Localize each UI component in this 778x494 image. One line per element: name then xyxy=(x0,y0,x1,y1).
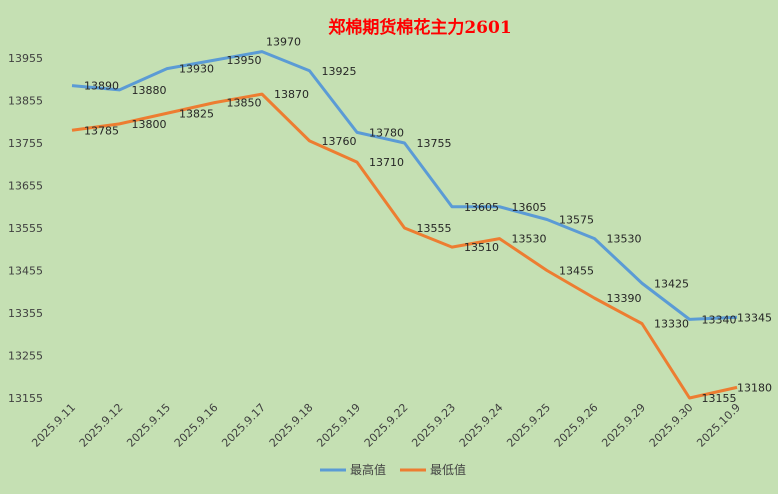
data-label: 13825 xyxy=(179,107,214,120)
data-label: 13785 xyxy=(84,124,119,137)
data-label: 13555 xyxy=(417,222,452,235)
y-tick-label: 13655 xyxy=(8,180,43,193)
x-tick-label: 2025.9.18 xyxy=(267,401,316,450)
data-label: 13530 xyxy=(512,233,547,246)
data-label: 13880 xyxy=(132,84,167,97)
data-label: 13605 xyxy=(512,201,547,214)
data-label: 13340 xyxy=(702,313,737,326)
data-label: 13510 xyxy=(464,241,499,254)
data-label: 13850 xyxy=(227,97,262,110)
legend-label: 最高值 xyxy=(350,462,386,477)
data-label: 13180 xyxy=(737,381,772,394)
data-label: 13970 xyxy=(266,36,301,49)
y-tick-label: 13755 xyxy=(8,137,43,150)
x-tick-label: 2025.9.12 xyxy=(77,401,126,450)
x-tick-label: 2025.9.30 xyxy=(647,401,696,450)
y-tick-label: 13355 xyxy=(8,307,43,320)
data-label: 13530 xyxy=(607,233,642,246)
data-label: 13155 xyxy=(702,392,737,405)
series-lines xyxy=(71,50,738,400)
x-tick-label: 2025.10.9 xyxy=(694,401,743,450)
legend-label: 最低值 xyxy=(430,462,466,477)
data-label: 13390 xyxy=(607,292,642,305)
x-tick-label: 2025.9.25 xyxy=(504,401,553,450)
data-label: 13890 xyxy=(84,80,119,93)
data-label: 13755 xyxy=(417,137,452,150)
data-label: 13575 xyxy=(559,214,594,227)
x-tick-label: 2025.9.16 xyxy=(172,401,221,450)
y-tick-label: 13255 xyxy=(8,350,43,363)
y-tick-label: 13955 xyxy=(8,52,43,65)
y-tick-label: 13155 xyxy=(8,392,43,405)
series-line-low xyxy=(71,92,738,400)
x-tick-label: 2025.9.11 xyxy=(29,401,78,450)
x-tick-label: 2025.9.24 xyxy=(457,401,506,450)
x-axis: 2025.9.112025.9.122025.9.152025.9.162025… xyxy=(29,401,743,450)
data-label: 13780 xyxy=(369,126,404,139)
x-tick-label: 2025.9.26 xyxy=(552,401,601,450)
data-label: 13930 xyxy=(179,63,214,76)
data-label: 13950 xyxy=(227,54,262,67)
data-label: 13870 xyxy=(274,88,309,101)
y-tick-label: 13455 xyxy=(8,265,43,278)
x-tick-label: 2025.9.23 xyxy=(409,401,458,450)
x-tick-label: 2025.9.22 xyxy=(362,401,411,450)
y-tick-label: 13855 xyxy=(8,95,43,108)
data-label: 13800 xyxy=(132,118,167,131)
data-labels: 13890 13880 13930 13950 13970 13925 13780 13755… xyxy=(84,36,772,405)
data-label: 13330 xyxy=(654,318,689,331)
y-axis: 13155 13255 13355 13455 13555 13655 13755 13855… xyxy=(8,52,43,405)
x-tick-label: 2025.9.17 xyxy=(219,401,268,450)
series-line-high xyxy=(71,50,738,321)
chart-title: 郑棉期货棉花主力2601 xyxy=(328,17,511,38)
x-tick-label: 2025.9.29 xyxy=(599,401,648,450)
data-label: 13605 xyxy=(464,201,499,214)
data-label: 13345 xyxy=(737,311,772,324)
data-label: 13925 xyxy=(322,65,357,78)
y-tick-label: 13555 xyxy=(8,222,43,235)
data-label: 13425 xyxy=(654,277,689,290)
legend: 最高值 最低值 xyxy=(320,462,466,477)
x-tick-label: 2025.9.19 xyxy=(314,401,363,450)
data-label: 13710 xyxy=(369,156,404,169)
data-label: 13760 xyxy=(322,135,357,148)
x-tick-label: 2025.9.15 xyxy=(124,401,173,450)
data-label: 13455 xyxy=(559,265,594,278)
